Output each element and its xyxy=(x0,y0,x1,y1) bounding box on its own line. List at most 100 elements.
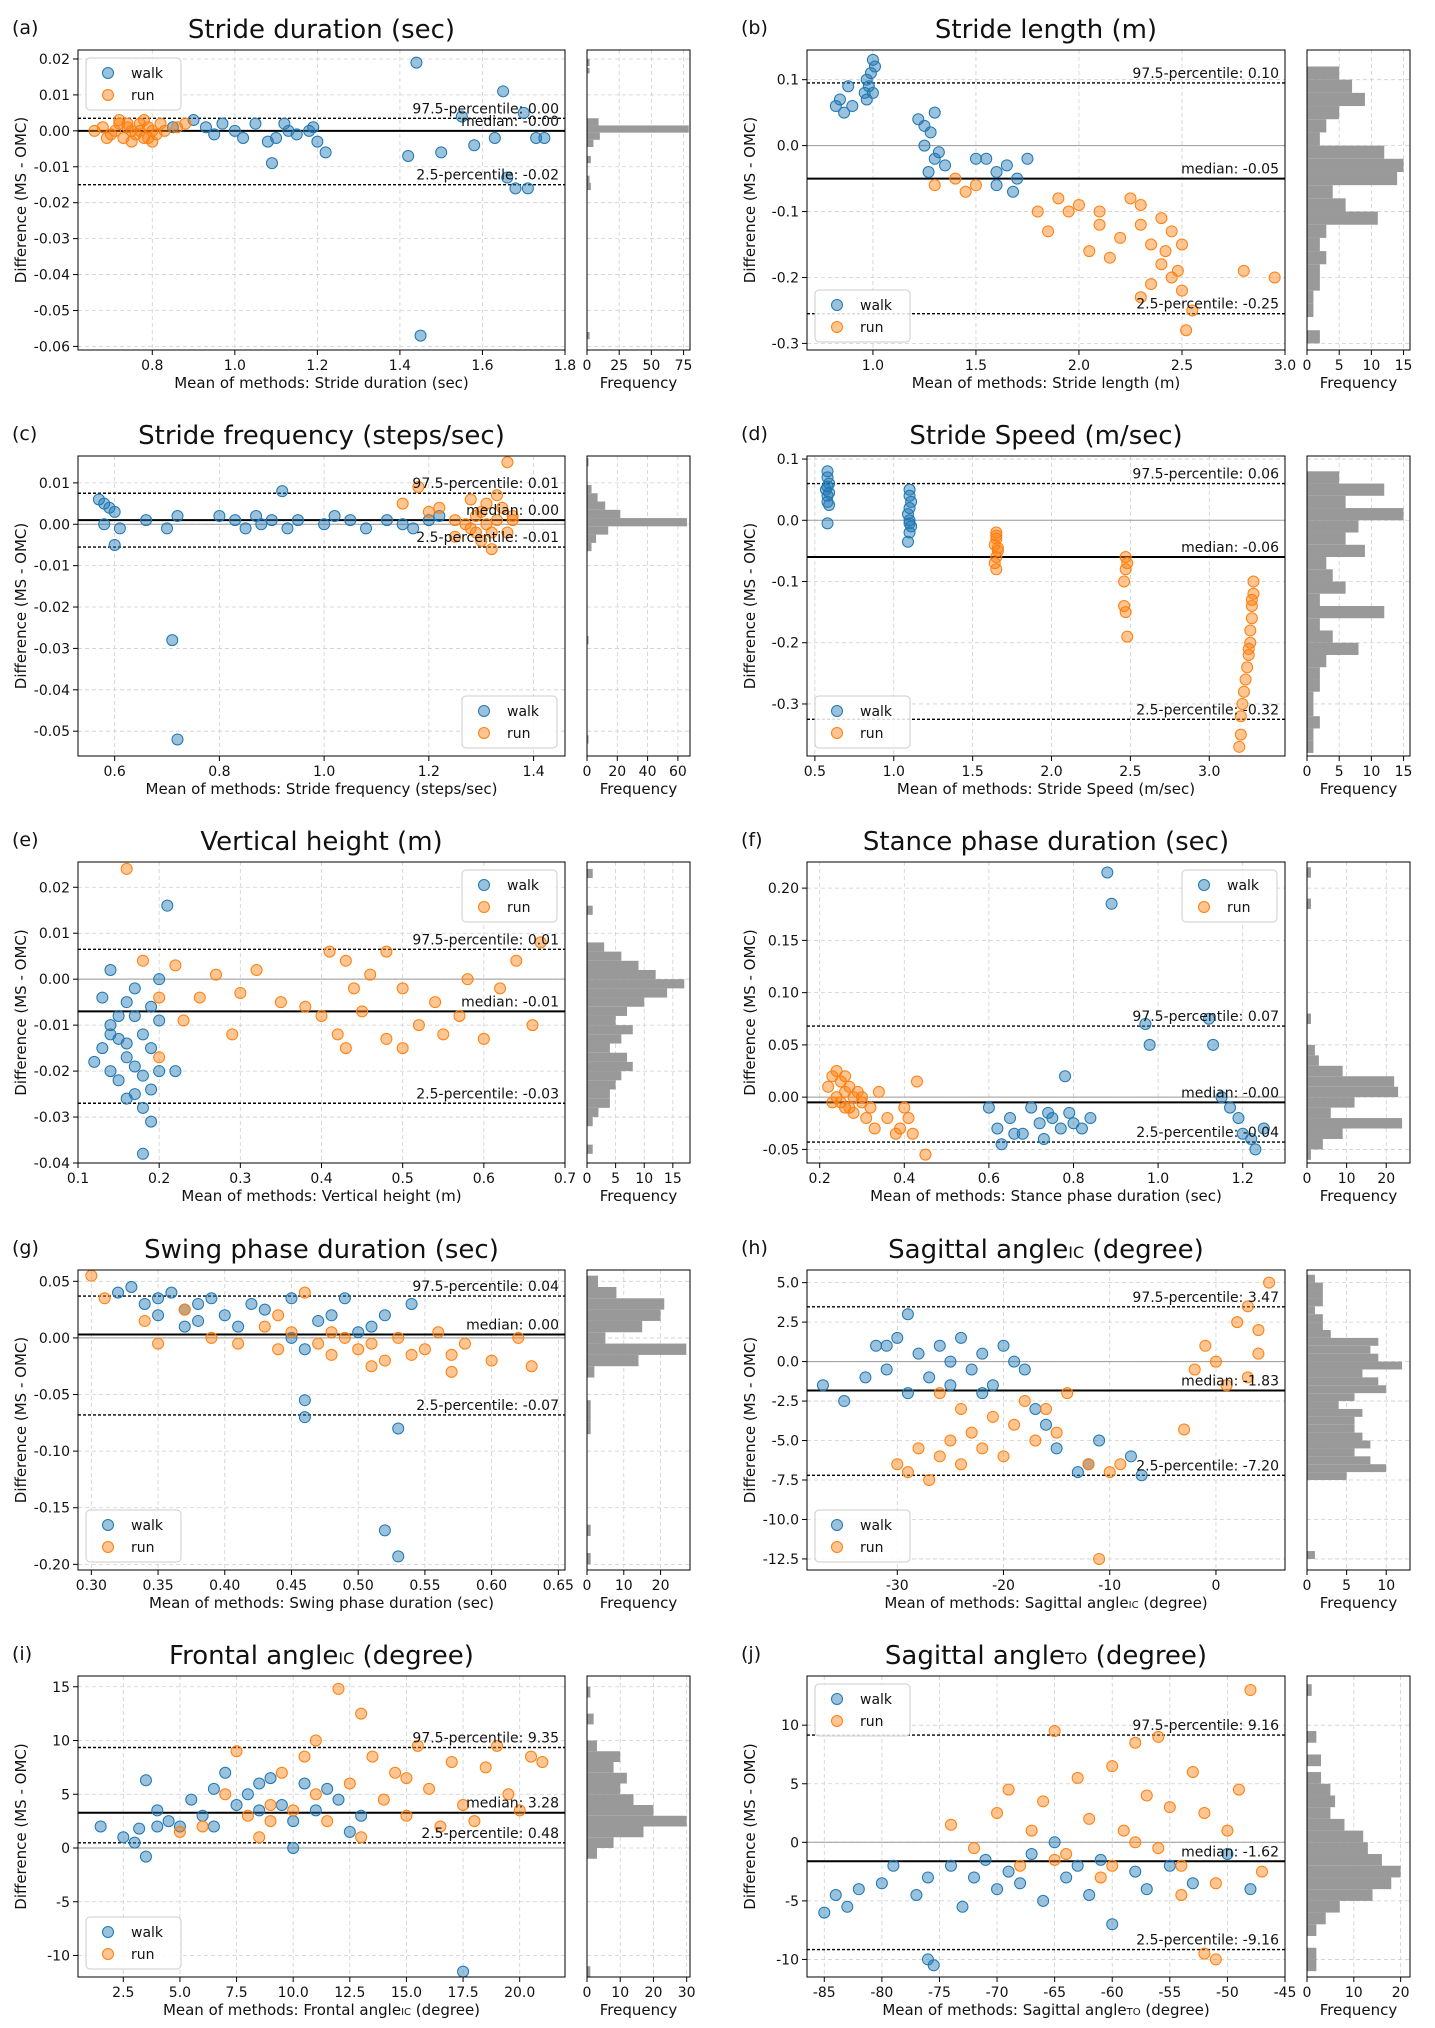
y-tick-label: 0 xyxy=(790,1835,799,1851)
hist-bar xyxy=(1307,66,1340,80)
x-tick-label: 2.5 xyxy=(1119,764,1141,780)
legend: walk run xyxy=(814,289,911,343)
x-tick-label: 0.6 xyxy=(473,1171,495,1187)
x-axis-label-subscript: IC xyxy=(401,2007,411,2018)
y-tick-label: -0.02 xyxy=(34,600,70,616)
panel-c: 97.5-percentile: 0.01 median: 0.00 2.5-per… xyxy=(12,421,691,798)
y-tick-label: -2.5 xyxy=(772,1394,799,1410)
point-walk xyxy=(307,121,320,134)
hist-bar xyxy=(1307,1889,1373,1901)
point-walk xyxy=(265,514,278,527)
point-walk xyxy=(291,514,304,527)
point-walk xyxy=(891,1331,904,1344)
point-walk xyxy=(319,146,332,159)
point-run xyxy=(133,124,146,137)
point-run xyxy=(969,179,982,192)
lower-limit-label: 2.5-percentile: -9.16 xyxy=(1136,1933,1279,1949)
point-walk xyxy=(298,1411,311,1424)
hist-bar xyxy=(1307,1149,1311,1160)
point-walk xyxy=(352,1326,365,1339)
hist-bar xyxy=(1307,654,1327,668)
point-run xyxy=(868,1122,881,1135)
legend-label-walk: walk xyxy=(131,1925,164,1941)
point-walk xyxy=(207,1820,220,1833)
point-run xyxy=(1145,238,1158,251)
x-axis-label: Mean of methods: Stance phase duration (… xyxy=(870,1187,1222,1205)
point-walk xyxy=(230,1799,243,1811)
legend-label-run: run xyxy=(860,1714,884,1730)
y-tick-label: -0.05 xyxy=(34,1388,70,1404)
y-tick-label: 10 xyxy=(781,1718,799,1734)
point-walk xyxy=(276,485,289,498)
hist-bar xyxy=(587,905,593,915)
point-walk xyxy=(986,1379,999,1392)
lower-limit-label: 2.5-percentile: 0.48 xyxy=(421,1826,559,1842)
hist-bar xyxy=(1307,691,1314,704)
point-run xyxy=(477,1032,490,1045)
point-walk xyxy=(1093,1434,1106,1447)
y-tick-label: -0.04 xyxy=(34,683,70,699)
point-run xyxy=(965,1426,978,1439)
scatter-frame xyxy=(77,1675,566,1978)
y-tick-label: -0.2 xyxy=(772,270,799,286)
point-run xyxy=(432,1326,445,1339)
panel-b: 97.5-percentile: 0.10 median: -0.05 2.5-pe… xyxy=(741,15,1412,392)
point-run xyxy=(1155,258,1168,271)
y-tick-label: -10 xyxy=(776,1952,799,1968)
point-walk xyxy=(171,733,184,746)
legend: walk run xyxy=(814,1683,911,1737)
point-run xyxy=(496,501,509,514)
x-tick-label: -85 xyxy=(813,1985,836,2001)
panel-label: (h) xyxy=(741,1237,768,1259)
scatter-points xyxy=(88,862,547,1160)
point-run xyxy=(525,1750,538,1763)
hist-x-axis-label: Frequency xyxy=(600,1594,678,1612)
point-walk xyxy=(823,498,836,511)
hist-x-axis-label: Frequency xyxy=(600,1187,678,1205)
point-run xyxy=(1242,642,1255,655)
x-tick-label: 2.0 xyxy=(1068,358,1090,374)
point-run xyxy=(1121,630,1134,643)
point-walk xyxy=(325,1309,338,1322)
point-walk xyxy=(939,159,952,172)
point-run xyxy=(423,1782,436,1795)
point-walk xyxy=(864,67,877,80)
point-walk xyxy=(378,1309,391,1322)
point-run xyxy=(1198,1947,1211,1960)
hist-x-axis-label: Frequency xyxy=(1320,780,1398,798)
point-walk xyxy=(1037,1894,1050,1907)
hist-bar xyxy=(1307,237,1320,252)
legend: walk run xyxy=(814,1509,911,1563)
point-walk xyxy=(944,1859,957,1872)
legend: walk run xyxy=(461,695,558,749)
panel-title-subscript: IC xyxy=(338,1649,354,1668)
point-run xyxy=(1002,1783,1015,1796)
point-run xyxy=(968,1842,981,1855)
point-walk xyxy=(153,973,166,986)
point-run xyxy=(479,1761,492,1774)
point-run xyxy=(1119,606,1132,619)
point-walk xyxy=(161,899,174,912)
y-tick-label: 0.0 xyxy=(777,139,799,155)
legend-label-run: run xyxy=(507,726,531,742)
point-run xyxy=(389,1766,402,1779)
legend-marker-run xyxy=(831,1715,843,1727)
histogram xyxy=(587,58,689,340)
scatter-points xyxy=(829,53,1281,337)
point-run xyxy=(955,1402,968,1415)
point-run xyxy=(506,510,519,522)
hist-tick-label: 15 xyxy=(1395,358,1413,374)
point-run xyxy=(365,1337,378,1350)
point-walk xyxy=(1202,1012,1215,1025)
point-run xyxy=(1106,1859,1119,1872)
hist-bar xyxy=(587,1309,661,1321)
hist-bar xyxy=(1307,569,1333,582)
hist-bar xyxy=(1307,703,1314,717)
panel-title: Stance phase duration (sec) xyxy=(863,827,1229,857)
point-walk xyxy=(241,1788,254,1801)
point-run xyxy=(919,1148,932,1161)
point-run xyxy=(1159,245,1172,258)
point-walk xyxy=(258,1303,271,1316)
hist-bar xyxy=(1307,1290,1323,1299)
point-walk xyxy=(232,1320,245,1333)
